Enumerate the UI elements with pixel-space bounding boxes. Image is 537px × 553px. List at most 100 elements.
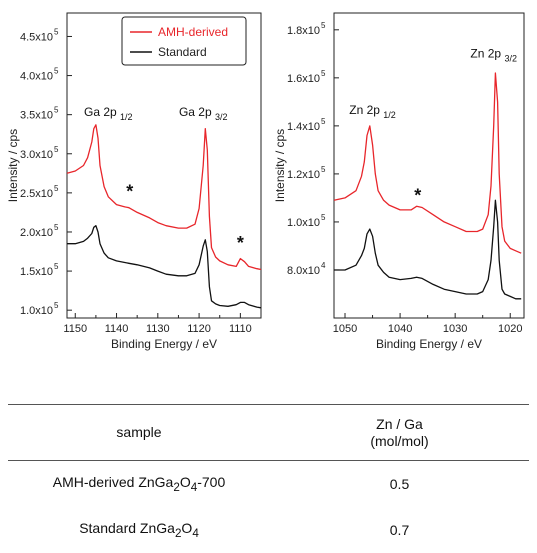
peak-label-sub: 3/2: [504, 53, 517, 63]
sample-name: Standard ZnGa2O4: [8, 507, 270, 553]
peak-label-sub: 1/2: [383, 110, 396, 120]
y-tick-label: 1.2x10: [287, 169, 320, 181]
peak-label: Ga 2p 1/2: [84, 105, 133, 122]
sample-subscript: 4: [190, 480, 198, 494]
x-tick-label: 1030: [443, 323, 467, 335]
y-tick-exponent: 5: [321, 165, 326, 174]
y-tick-label: 1.6x10: [287, 73, 320, 85]
y-tick-mantissa: 1.6x10: [287, 73, 320, 85]
y-tick-label: 2.0x10: [20, 227, 53, 239]
y-tick-label: 1.4x10: [287, 121, 320, 133]
header-zn-ga-ratio: Zn / Ga (mol/mol): [270, 404, 529, 461]
x-tick-label: 1110: [229, 323, 252, 335]
y-tick-mantissa: 1.8x10: [287, 25, 320, 37]
peak-label: Ga 2p 3/2: [179, 105, 228, 122]
y-tick-mantissa: 4.0x10: [20, 71, 53, 83]
peak-label-sub: 3/2: [215, 112, 228, 122]
y-tick-exponent: 5: [54, 27, 59, 36]
sample-name-part: Standard ZnGa: [79, 520, 175, 537]
x-tick-label: 1120: [187, 323, 211, 335]
x-tick-label: 1130: [146, 323, 170, 335]
table-header-row: sample Zn / Ga (mol/mol): [8, 404, 529, 461]
asterisk-marker: *: [414, 186, 421, 206]
y-tick-label: 1.8x10: [287, 25, 320, 37]
y-tick-mantissa: 1.4x10: [287, 121, 320, 133]
sample-subscript: 2: [173, 480, 180, 494]
sample-name-part: O: [181, 520, 193, 537]
y-tick-label: 4.0x10: [20, 71, 53, 83]
zn-ga-ratio-value: 0.7: [389, 522, 410, 538]
sample-name-part: -700: [197, 474, 226, 491]
x-tick-label: 1050: [333, 323, 357, 335]
peak-label-main: Zn 2p: [349, 103, 383, 117]
peak-label: Zn 2p 3/2: [470, 46, 517, 63]
y-tick-exponent: 5: [54, 106, 59, 115]
y-tick-label: 1.0x10: [20, 305, 53, 317]
x-tick-label: 1020: [498, 323, 522, 335]
y-tick-exponent: 5: [54, 67, 59, 76]
x-tick-label: 1040: [388, 323, 412, 335]
y-tick-exponent: 5: [321, 21, 326, 30]
asterisk-marker: *: [126, 182, 133, 202]
peak-label-main: Ga 2p: [179, 105, 215, 119]
y-tick-exponent: 5: [54, 262, 59, 271]
peak-label-main: Zn 2p: [470, 46, 504, 60]
peak-label-sub: 1/2: [120, 112, 133, 122]
sample-subscript: 4: [192, 526, 199, 540]
y-tick-exponent: 5: [321, 69, 326, 78]
x-axis-title: Binding Energy / eV: [111, 337, 217, 351]
x-axis-title: Binding Energy / eV: [376, 337, 482, 351]
zn-ga-ratio-value: 0.5: [389, 476, 410, 492]
x-tick-label: 1150: [63, 323, 87, 335]
header-ratio-line2: (mol/mol): [370, 433, 429, 449]
y-tick-exponent: 5: [54, 145, 59, 154]
series-line-amh-derived: [333, 72, 522, 254]
y-tick-mantissa: 3.5x10: [20, 110, 53, 122]
sample-name: AMH-derived ZnGa2O4-700: [8, 461, 270, 508]
plot-frame: [333, 12, 525, 319]
y-tick-mantissa: 1.0x10: [287, 217, 320, 229]
x-tick-label: 1140: [105, 323, 129, 335]
y-tick-exponent: 4: [321, 261, 326, 270]
y-tick-label: 2.5x10: [20, 188, 53, 200]
series-line-standard: [334, 199, 522, 300]
legend-box: [121, 16, 247, 66]
y-axis-title: Intensity / cps: [273, 129, 287, 202]
y-tick-exponent: 5: [54, 301, 59, 310]
y-tick-label: 8.0x10: [287, 265, 320, 277]
y-tick-exponent: 5: [321, 213, 326, 222]
plot-frame: [66, 12, 262, 319]
series-line-amh-derived: [66, 124, 262, 271]
asterisk-marker: *: [237, 233, 244, 253]
sample-name-part: O: [179, 474, 191, 491]
y-tick-mantissa: 2.5x10: [20, 188, 53, 200]
peak-label-main: Ga 2p: [84, 105, 120, 119]
table-row: Standard ZnGa2O4 0.7: [8, 507, 529, 553]
y-tick-exponent: 5: [321, 117, 326, 126]
sample-name-part: AMH-derived ZnGa: [52, 474, 174, 491]
y-axis-title: Intensity / cps: [6, 129, 20, 202]
composition-table: sample Zn / Ga (mol/mol) AMH-derived ZnG…: [8, 404, 529, 553]
y-tick-label: 1.5x10: [20, 266, 53, 278]
header-sample: sample: [8, 404, 270, 461]
series-line-standard: [67, 225, 262, 309]
peak-label: Zn 2p 1/2: [349, 103, 396, 120]
table-row: AMH-derived ZnGa2O4-700 0.5: [8, 461, 529, 508]
y-tick-mantissa: 1.5x10: [20, 266, 53, 278]
y-tick-label: 4.5x10: [20, 31, 53, 43]
header-ratio-line1: Zn / Ga: [376, 416, 423, 432]
legend-label: AMH-derived: [158, 25, 228, 39]
y-tick-label: 3.0x10: [20, 149, 53, 161]
y-tick-mantissa: 8.0x10: [287, 265, 320, 277]
y-tick-mantissa: 1.2x10: [287, 169, 320, 181]
y-tick-label: 3.5x10: [20, 110, 53, 122]
y-tick-mantissa: 4.5x10: [20, 31, 53, 43]
legend-label: Standard: [158, 45, 207, 59]
y-tick-mantissa: 1.0x10: [20, 305, 53, 317]
y-tick-exponent: 5: [54, 223, 59, 232]
y-tick-mantissa: 3.0x10: [20, 149, 53, 161]
y-tick-label: 1.0x10: [287, 217, 320, 229]
